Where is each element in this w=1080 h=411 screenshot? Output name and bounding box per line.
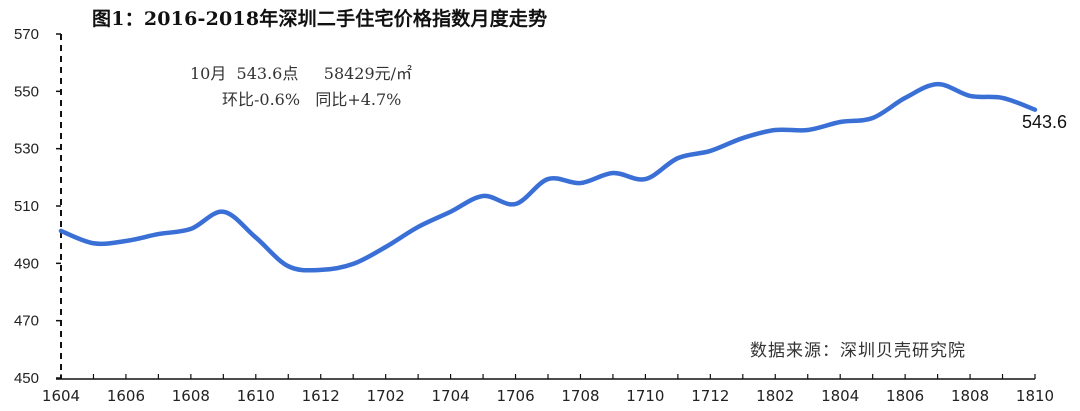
x-tick-label: 1806 [886,387,924,405]
x-tick-label: 1702 [367,387,405,405]
x-axis: 1604 1606 1608 1610 1612 1702 1704 1706 1708 1710… [42,374,1054,405]
y-tick-label: 490 [14,255,39,272]
chart-title: 图1：2016-2018年深圳二手住宅价格指数月度走势 [92,8,548,30]
x-tick-label: 1808 [951,387,989,405]
y-tick-label: 450 [14,370,39,387]
x-tick-label: 1802 [756,387,794,405]
annotation-mom-yoy: 环比-0.6% 同比+4.7% [222,90,402,109]
x-tick-label: 1604 [42,387,80,405]
x-tick-label: 1608 [172,387,210,405]
data-source-label: 数据来源：深圳贝壳研究院 [750,341,966,361]
x-tick-label: 1810 [1016,387,1054,405]
annotation-october-value: 10月 543.6点 58429元/㎡ [190,64,413,83]
y-tick-label: 570 [14,26,39,43]
x-tick-label: 1612 [302,387,340,405]
end-value-label: 543.6 [1022,112,1068,132]
x-tick-label: 1804 [821,387,859,405]
x-tick-label: 1610 [237,387,275,405]
index-line-series [58,81,1038,273]
y-tick-label: 510 [14,198,39,215]
x-tick-label: 1704 [432,387,470,405]
x-tick-label: 1606 [107,387,145,405]
y-tick-label: 530 [14,141,39,158]
x-tick-label: 1708 [561,387,599,405]
x-tick-label: 1710 [626,387,664,405]
x-tick-label: 1712 [691,387,729,405]
y-tick-label: 470 [14,313,39,330]
y-axis: 450 470 490 510 530 550 570 [14,26,62,387]
y-tick-label: 550 [14,83,39,100]
x-tick-label: 1706 [496,387,534,405]
